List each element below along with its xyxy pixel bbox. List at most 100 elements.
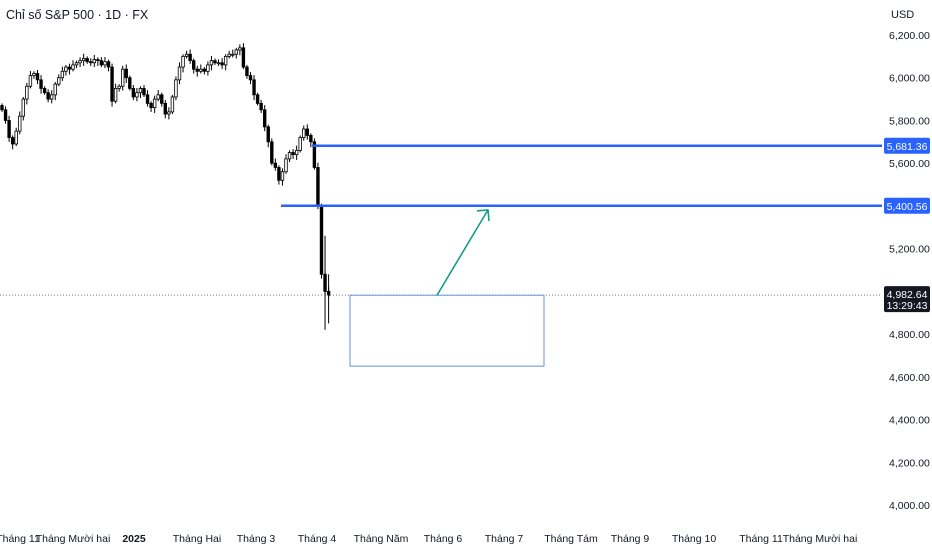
candle-body [145,94,150,104]
candle-body [298,137,302,151]
candle-body [266,126,270,143]
candle-body [124,68,128,79]
x-tick-label: Tháng 4 [298,533,337,545]
candle-body [241,47,246,68]
candle-body [67,66,72,70]
y-tick-label: 6,000.00 [889,73,930,85]
candle-body [106,61,111,68]
candle-body [53,83,57,96]
candle-body [99,60,104,66]
y-tick-label: 4,800.00 [889,329,930,341]
candle-body [28,75,33,87]
candle-body [213,60,217,64]
candle-body [89,61,93,64]
candle-body [312,141,317,168]
candle-body [227,53,231,57]
candle-body [238,47,242,51]
candle-body [177,66,182,81]
candle-body [64,66,68,72]
candle-body [184,53,189,57]
candle-body [18,115,22,132]
candle-body [163,102,167,115]
candle-body [60,70,65,79]
candle-body [50,94,54,100]
candle-body [216,62,221,65]
candle-body [71,64,75,70]
candle-body [131,88,136,98]
candle-body [7,120,11,138]
candle-body [135,92,139,98]
x-tick-label: Tháng 9 [611,533,650,545]
candle-body [309,135,313,143]
x-tick-label: Tháng 3 [237,533,276,545]
candle-body [128,77,132,89]
candle-body [284,158,288,173]
candle-body [302,128,306,138]
candle-body [0,105,4,111]
candle-body [287,152,292,160]
candle-body [156,94,160,100]
candle-body [85,58,89,63]
candle-body [191,60,196,70]
candle-body [14,130,18,145]
y-tick-label: 5,800.00 [889,115,930,127]
candle-body [170,96,175,113]
candle-body [174,79,178,98]
y-tick-label: 4,600.00 [889,372,930,384]
candle-body [206,64,210,72]
candle-body [294,149,299,156]
x-tick-label: Tháng 10 [672,533,717,545]
candle-body [92,59,96,64]
candle-body [181,55,185,68]
y-tick-label: 5,600.00 [889,158,930,170]
candle-body [167,111,171,115]
candle-body [248,75,253,81]
x-tick-label: 2025 [122,533,146,545]
x-tick-label: Tháng Mười hai [36,533,111,545]
level-price-tag [884,197,930,214]
projection-arrow[interactable] [436,209,489,296]
candle-body [142,88,146,96]
level-price-label: 5,400.56 [887,201,928,213]
candle-body [78,60,82,64]
candle-body [46,92,50,100]
candle-body [138,88,143,94]
candle-body [113,88,118,102]
arrow-head-icon [476,209,490,221]
candle-body [25,85,29,100]
candle-body [149,102,153,109]
candle-body [252,79,256,96]
candle-body [262,109,267,128]
candle-body [103,61,107,66]
level-price-tag [884,137,930,154]
candle-body [188,53,192,62]
candle-body [255,94,260,104]
candle-body [209,60,214,66]
candle-body [39,79,43,89]
candle-body [74,62,79,66]
candle-body [280,171,285,181]
candle-body [259,102,263,111]
candle-body [21,98,25,117]
candle-body [245,66,249,76]
candle-body [277,167,281,181]
candle-body [202,68,207,72]
candle-body [81,58,86,62]
level-price-label: 5,681.36 [887,141,928,153]
chart-title: Chỉ số S&P 500 · 1D · FX [6,8,149,22]
y-tick-label: 6,200.00 [889,30,930,42]
x-tick-label: Tháng 6 [424,533,463,545]
candle-body [42,88,47,94]
last-price-tag [884,286,930,313]
y-tick-label: 4,200.00 [889,457,930,469]
x-tick-label: Tháng 11 [0,533,40,545]
candle-body [223,55,228,66]
candle-body [32,73,36,76]
candle-body [160,94,164,104]
x-tick-label: Tháng Mười hai [783,533,858,545]
candle-body [199,68,203,72]
candle-body [3,109,8,121]
y-tick-label: 5,200.00 [889,244,930,256]
target-zone-box[interactable] [349,294,545,367]
